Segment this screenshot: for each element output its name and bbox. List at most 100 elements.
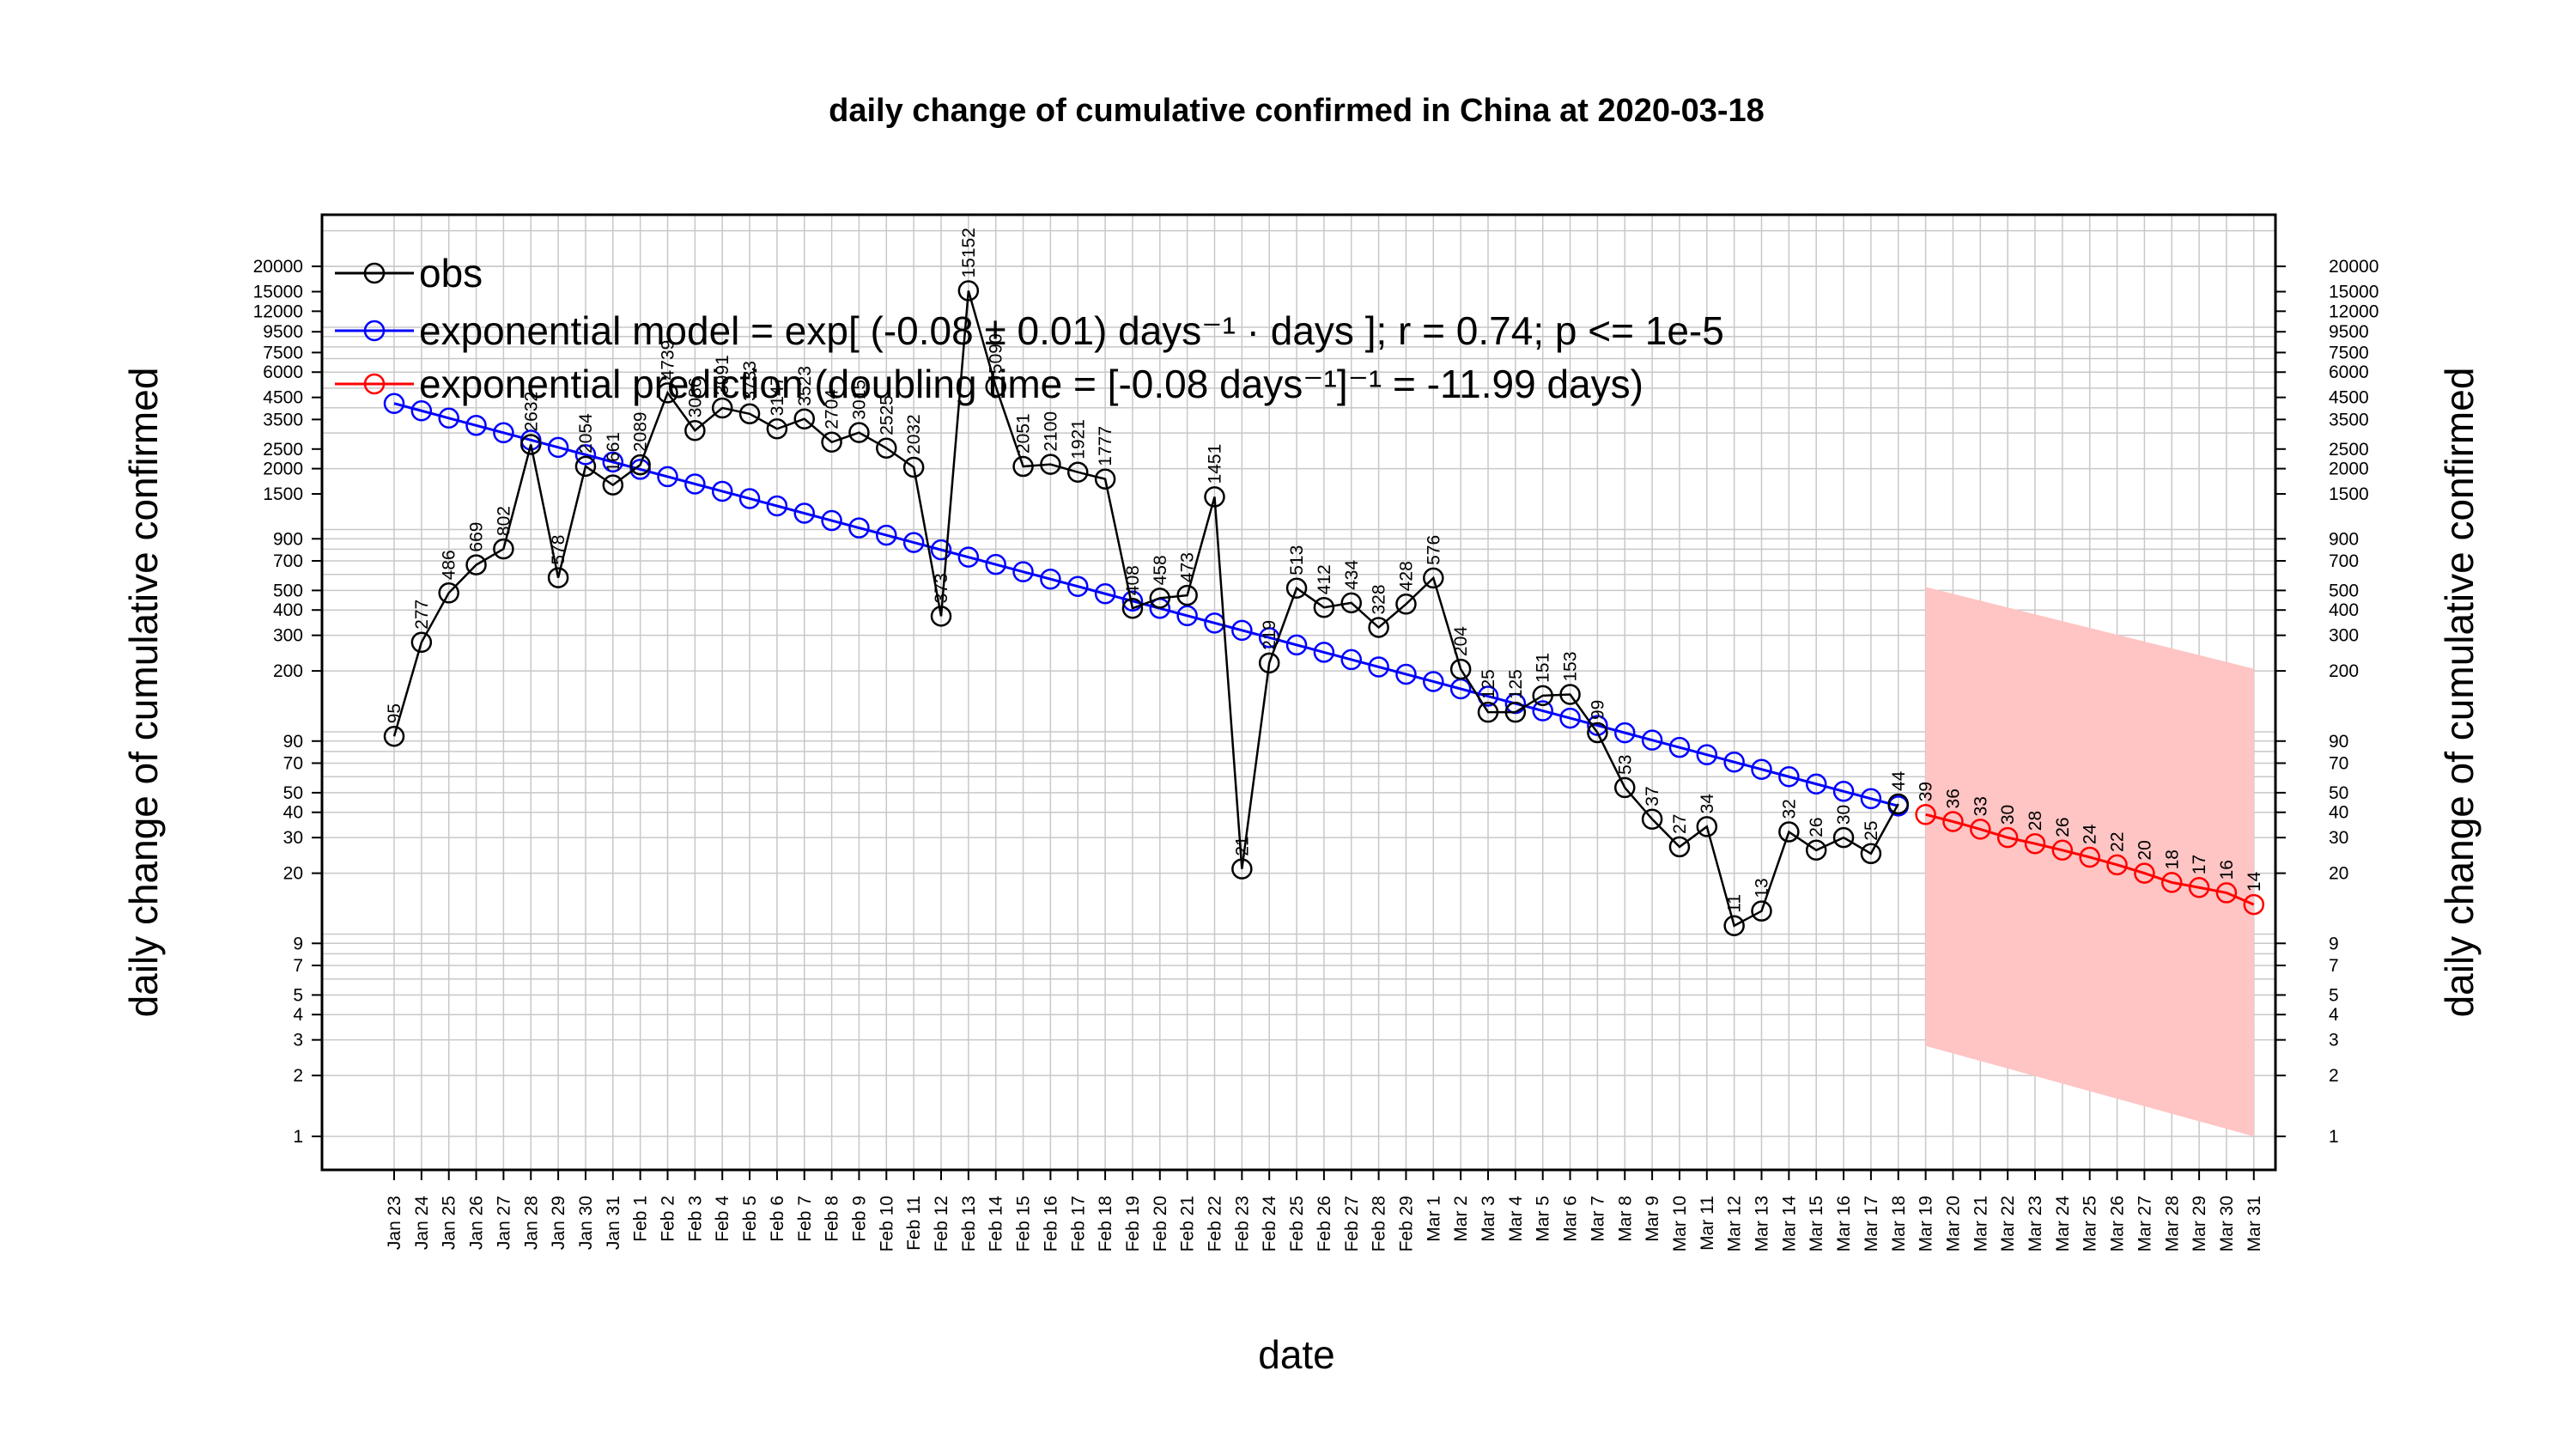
- obs-data-label: 5090: [987, 333, 1006, 374]
- obs-point: [410, 631, 433, 654]
- obs-data-label: 2632: [521, 392, 541, 432]
- y-tick-label-left: 6000: [263, 362, 303, 382]
- model-point: [930, 539, 952, 561]
- obs-point: [383, 725, 405, 747]
- obs-data-label: 53: [1615, 755, 1635, 775]
- obs-data-label: 26: [1807, 817, 1826, 837]
- obs-data-label: 204: [1451, 626, 1471, 656]
- y-tick-label-left: 200: [273, 661, 303, 681]
- model-point: [465, 415, 487, 436]
- x-tick-label: Feb 20: [1151, 1196, 1170, 1251]
- obs-data-label: 4739: [659, 340, 678, 381]
- obs-data-label: 125: [1479, 669, 1498, 699]
- model-point: [1532, 700, 1553, 722]
- model-point: [1778, 765, 1800, 788]
- x-tick-label: Feb 1: [631, 1196, 651, 1242]
- y-tick-label-right: 7: [2329, 956, 2339, 976]
- obs-data-label: 277: [412, 600, 432, 630]
- obs-data-label: 513: [1287, 545, 1307, 575]
- obs-data-label: 125: [1506, 669, 1526, 699]
- y-tick-label-left: 1500: [263, 484, 303, 504]
- grid: [322, 215, 2275, 1170]
- model-point: [766, 495, 788, 517]
- y-tick-label-right: 7500: [2329, 343, 2369, 362]
- x-tick-label: Mar 22: [1998, 1196, 2018, 1251]
- prediction-point: [1996, 826, 2019, 849]
- prediction-point: [2243, 893, 2265, 916]
- model-point: [985, 553, 1006, 575]
- obs-point: [1368, 617, 1389, 638]
- model-point: [1176, 605, 1198, 627]
- x-tick-label: Feb 26: [1315, 1196, 1334, 1251]
- obs-data-label: 2051: [1014, 413, 1034, 454]
- model-point: [1040, 568, 1061, 590]
- y-tick-label-right: 2500: [2329, 440, 2369, 460]
- x-tick-label: Feb 15: [1014, 1196, 1034, 1251]
- obs-data-label: 1661: [604, 432, 623, 472]
- obs-point: [985, 375, 1006, 398]
- x-tick-label: Mar 11: [1698, 1196, 1717, 1251]
- x-tick-label: Mar 23: [2026, 1196, 2045, 1251]
- obs-data-label: 32: [1779, 799, 1799, 819]
- prediction-data-label: 30: [1998, 805, 2018, 825]
- prediction-point: [2051, 839, 2074, 862]
- obs-point: [547, 567, 569, 588]
- x-tick-label: Jan 25: [440, 1196, 459, 1250]
- y-tick-label-right: 3: [2329, 1031, 2339, 1050]
- model-point: [1012, 561, 1034, 582]
- x-tick-label: Mar 29: [2190, 1196, 2209, 1251]
- model-point: [848, 517, 870, 539]
- obs-data-label: 802: [494, 506, 513, 536]
- y-axis-label-right: daily change of cumulative confirmed: [2437, 368, 2482, 1018]
- model-point: [1313, 642, 1335, 663]
- x-tick-label: Mar 6: [1561, 1196, 1581, 1242]
- prediction-data-label: 20: [2135, 840, 2154, 860]
- x-tick-label: Feb 8: [823, 1196, 842, 1242]
- y-tick-label-left: 2000: [263, 460, 303, 479]
- model-point: [547, 436, 569, 459]
- legend: obs exponential model = exp[ (-0.08 ± 0.0…: [335, 251, 1724, 406]
- model-point: [711, 480, 733, 502]
- obs-point: [520, 434, 542, 455]
- y-tick-label-right: 1500: [2329, 484, 2369, 504]
- obs-data-label: 669: [467, 522, 487, 552]
- y-tick-label-left: 30: [283, 828, 303, 848]
- x-tick-label: Mar 10: [1670, 1196, 1690, 1251]
- obs-point: [1805, 839, 1827, 862]
- obs-point: [711, 397, 733, 419]
- x-tick-label: Feb 18: [1096, 1196, 1115, 1251]
- obs-data-label: 3015: [849, 380, 869, 420]
- obs-point: [1559, 684, 1581, 705]
- x-tick-label: Feb 17: [1068, 1196, 1088, 1251]
- obs-point: [1094, 468, 1116, 490]
- obs-point: [1258, 652, 1280, 674]
- obs-data-label: 44: [1889, 770, 1909, 791]
- x-tick-label: Feb 19: [1123, 1196, 1143, 1251]
- model-point: [574, 444, 597, 466]
- obs-data-label: 25: [1862, 820, 1881, 840]
- y-tick-label-right: 40: [2329, 803, 2348, 823]
- x-tick-label: Mar 16: [1834, 1196, 1854, 1251]
- obs-data-label: 21: [1232, 836, 1252, 856]
- obs-point: [1587, 722, 1608, 744]
- prediction-data-label: 14: [2245, 871, 2264, 892]
- y-tick-label-right: 2: [2329, 1066, 2339, 1086]
- obs-point: [848, 422, 870, 443]
- obs-point: [1614, 776, 1636, 799]
- x-tick-label: Mar 25: [2081, 1196, 2100, 1251]
- x-tick-label: Mar 21: [1971, 1196, 1990, 1251]
- obs-point: [684, 419, 706, 441]
- y-tick-label-right: 2000: [2329, 460, 2369, 479]
- model-point: [957, 546, 980, 568]
- model-point: [1395, 663, 1417, 685]
- obs-data-label: 2032: [904, 414, 924, 454]
- legend-marker: [363, 373, 386, 395]
- prediction-line: [1925, 813, 2255, 906]
- prediction-point: [1915, 804, 1936, 825]
- prediction-data-label: 16: [2217, 860, 2237, 880]
- x-tick-label: Jan 28: [521, 1196, 541, 1250]
- legend-marker: [363, 262, 386, 284]
- prediction-interval-band: [1925, 587, 2254, 1136]
- y-axis-label-left: daily change of cumulative confirmed: [121, 368, 166, 1018]
